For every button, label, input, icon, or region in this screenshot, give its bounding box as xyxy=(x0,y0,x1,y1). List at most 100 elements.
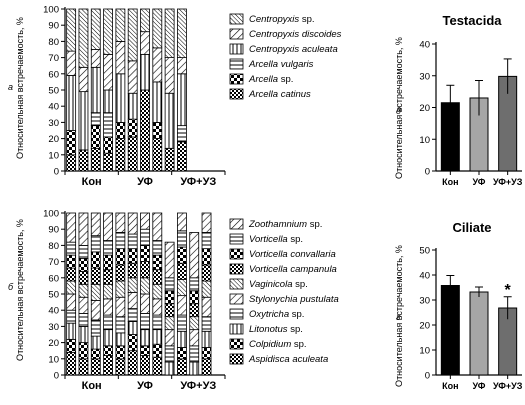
bar-segment xyxy=(90,358,101,376)
bar-segment xyxy=(127,334,138,352)
legend-swatch xyxy=(229,263,244,275)
bar-segment xyxy=(90,319,101,337)
bar-segment xyxy=(152,356,163,376)
bar-segment xyxy=(90,348,101,360)
bar-segment xyxy=(127,321,138,335)
bar-segment xyxy=(115,138,126,172)
bar-segment xyxy=(177,8,187,58)
legend-swatch xyxy=(229,278,244,290)
bar-segment xyxy=(140,345,150,356)
bar-segment xyxy=(189,329,200,347)
x-tick-label: УФ xyxy=(473,381,486,391)
bar-segment xyxy=(127,8,138,62)
bar-segment xyxy=(78,66,89,93)
legend-label: Zoothamnium sp. xyxy=(248,219,322,230)
bar-segment xyxy=(152,343,163,358)
legend-swatch xyxy=(229,233,244,245)
bar-segment xyxy=(115,212,126,233)
bar-segment xyxy=(115,316,126,334)
bar-segment xyxy=(115,332,126,347)
bar-segment xyxy=(90,66,101,114)
bar-segment xyxy=(201,264,212,282)
ylabel-stacked-bottom: Относительная встречаемость, % xyxy=(15,219,25,361)
bar-segment xyxy=(103,112,113,138)
bar-segment xyxy=(115,345,126,360)
bar-segment xyxy=(66,212,77,243)
bar-segment xyxy=(66,351,77,376)
bar-segment xyxy=(177,279,187,297)
bar-segment xyxy=(103,283,113,300)
bar-segment xyxy=(127,291,138,309)
bar-segment xyxy=(127,350,138,376)
bar-segment xyxy=(90,125,101,149)
bar-segment xyxy=(115,280,126,298)
bar-segment xyxy=(177,212,187,232)
group-label: Кон xyxy=(82,380,102,392)
bar-segment xyxy=(201,358,212,376)
bar-segment xyxy=(189,290,200,305)
bar-segment xyxy=(177,230,187,248)
bar-segment xyxy=(177,141,187,172)
bar-segment xyxy=(140,277,150,295)
bar-segment xyxy=(127,233,138,250)
y-tick-label: 0 xyxy=(54,371,59,382)
bar-segment xyxy=(140,244,150,262)
legend-swatch xyxy=(229,323,244,335)
y-tick-label: 10 xyxy=(419,346,430,357)
y-tick-label: 10 xyxy=(48,150,59,161)
group-label: Кон xyxy=(82,176,102,188)
legend-swatch xyxy=(229,73,244,85)
legend-label: Arcella catinus xyxy=(248,89,311,100)
bar-segment xyxy=(115,232,126,250)
legend-swatch xyxy=(229,58,244,70)
ylabel-testacida: Относительная встречаемость, % xyxy=(394,37,404,179)
bar-segment xyxy=(201,316,212,332)
bar-segment xyxy=(78,296,89,314)
bar-segment xyxy=(78,91,89,151)
bar-segment xyxy=(103,298,113,316)
bar-segment xyxy=(201,296,212,318)
bar-segment xyxy=(115,248,126,266)
x-tick-label: Кон xyxy=(442,177,458,187)
y-tick-label: 100 xyxy=(43,5,59,16)
bar-chart-testacida: 0 10 20 30 40 Кон УФ УФ+УЗ xyxy=(419,40,522,188)
stacked-chart-testacida: 0 10 20 30 40 50 60 70 80 90 100 Кон УФ УФ+УЗ Centropy… xyxy=(43,5,342,189)
bar-segment xyxy=(115,296,126,318)
ylabel-ciliate: Относительная встречаемость, % xyxy=(394,245,404,387)
bar-segment xyxy=(78,313,89,327)
y-tick-label: 90 xyxy=(48,225,59,236)
bar-segment xyxy=(78,358,89,376)
bar-segment xyxy=(140,8,150,33)
ylabel-stacked-top: Относительная встречаемость, % xyxy=(15,17,25,159)
bar-segment xyxy=(103,53,113,91)
bar-segment xyxy=(177,358,187,376)
y-tick-label: 100 xyxy=(43,209,59,220)
bar-segment xyxy=(103,136,113,154)
bar-segment xyxy=(152,47,163,83)
bar-segment xyxy=(189,303,200,318)
y-tick-label: 50 xyxy=(419,246,430,257)
bar-segment xyxy=(152,269,163,285)
group-label: УФ xyxy=(137,380,153,392)
bar-segment xyxy=(201,212,212,233)
y-tick-label: 90 xyxy=(48,21,59,32)
bar xyxy=(469,291,489,376)
bar-segment xyxy=(115,41,126,75)
y-tick-label: 0 xyxy=(425,167,430,178)
bar-segment xyxy=(177,73,187,127)
legend-swatch xyxy=(229,218,244,230)
legend-swatch xyxy=(229,88,244,100)
bar-segment xyxy=(127,248,138,264)
bar-segment xyxy=(177,295,187,316)
bar-segment xyxy=(90,251,101,269)
legend-swatch xyxy=(229,248,244,260)
bar-segment xyxy=(164,290,175,305)
legend-label: Stylonychia pustulata xyxy=(249,294,339,305)
bar-segment xyxy=(140,313,150,331)
bar-segment xyxy=(66,154,77,172)
bar-segment xyxy=(90,335,101,350)
bar-segment xyxy=(152,240,163,256)
legend-label: Arcella vulgaris xyxy=(248,59,314,70)
y-tick-label: 20 xyxy=(419,103,430,114)
bar-segment xyxy=(127,308,138,322)
